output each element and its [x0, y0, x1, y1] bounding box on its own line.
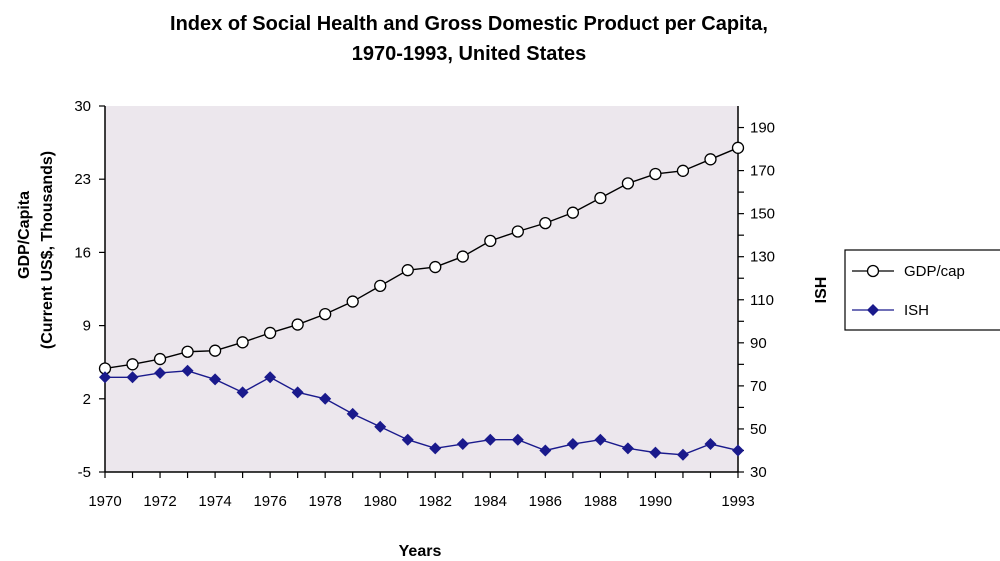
- x-tick-label: 1993: [721, 493, 754, 510]
- legend-gdp-marker: [866, 264, 880, 278]
- chart-title-line2: 1970-1993, United States: [352, 43, 587, 65]
- y-right-tick-label: 190: [750, 120, 775, 137]
- ish-point: [676, 448, 689, 461]
- gdp-cap-point: [456, 250, 469, 263]
- y-left-tick-label: 23: [74, 171, 91, 188]
- legend: GDP/cap ISH: [844, 249, 1000, 331]
- ish-point: [209, 373, 222, 386]
- plot-area: [105, 106, 738, 472]
- gdp-cap-point: [539, 216, 552, 230]
- x-axis: 1970 1972 1974 1976 1978 1980 1982 1984 1986 1988…: [88, 472, 755, 510]
- ish-point: [566, 438, 579, 451]
- x-axis-label: Years: [399, 543, 442, 560]
- gdp-cap-point: [731, 141, 745, 154]
- y-axis-right-label: ISH: [813, 277, 830, 304]
- gdp-cap-point: [484, 234, 497, 248]
- y-left-tick-label: 30: [74, 98, 91, 115]
- ish-point: [346, 407, 359, 420]
- y-axis-left: 30 23 16 9 2 -5: [74, 98, 105, 481]
- gdp-cap-point: [374, 279, 387, 293]
- gdp-cap-point: [263, 326, 277, 340]
- x-tick-label: 1976: [253, 493, 286, 510]
- gdp-cap-point: [181, 345, 194, 358]
- y-right-tick-label: 70: [750, 378, 767, 395]
- ish-point: [511, 433, 524, 446]
- gdp-cap-point: [319, 307, 332, 321]
- gdp-cap-point: [704, 153, 717, 166]
- y-left-tick-label: 16: [74, 244, 91, 261]
- gdp-cap-point: [676, 164, 690, 177]
- y-left-tick-label: 9: [83, 318, 91, 335]
- y-axis-left-label-line1: GDP/Capita: [16, 191, 33, 279]
- ish-point: [484, 433, 497, 446]
- y-left-tick-label: -5: [78, 464, 91, 481]
- gdp-cap-point: [621, 177, 635, 190]
- ish-point: [154, 366, 167, 379]
- y-axis-right: 190 170 150 130 110 90 70 50 30: [738, 120, 775, 481]
- series-ish: [99, 364, 744, 461]
- ish-point: [456, 438, 469, 451]
- y-right-tick-label: 130: [750, 249, 775, 266]
- ish-point: [181, 364, 194, 377]
- ish-point: [594, 433, 607, 446]
- legend-gdp-label: GDP/cap: [904, 263, 965, 280]
- gdp-cap-point: [236, 336, 249, 349]
- gdp-cap-point: [594, 191, 607, 205]
- gdp-cap-point: [346, 295, 359, 308]
- chart-title-line1: Index of Social Health and Gross Domesti…: [170, 13, 768, 35]
- y-axis-left-label-line2: (Current US$, Thousands): [39, 151, 56, 349]
- gdp-cap-point: [208, 344, 222, 357]
- gdp-cap-point: [511, 225, 524, 238]
- ish-point: [319, 392, 332, 405]
- x-tick-label: 1990: [639, 493, 672, 510]
- gdp-cap-point: [566, 206, 580, 219]
- ish-point: [401, 433, 414, 446]
- x-tick-label: 1972: [143, 493, 176, 510]
- x-tick-label: 1980: [364, 493, 397, 510]
- ish-point: [649, 446, 662, 459]
- ish-point: [732, 444, 744, 457]
- y-right-tick-label: 50: [750, 421, 767, 438]
- y-left-tick-label: 2: [83, 391, 91, 408]
- ish-point: [99, 371, 111, 384]
- x-tick-label: 1986: [529, 493, 562, 510]
- gdp-cap-point: [153, 352, 167, 366]
- y-right-tick-label: 150: [750, 206, 775, 223]
- gdp-cap-point: [649, 167, 662, 181]
- ish-point: [291, 386, 304, 399]
- gdp-cap-point: [401, 264, 414, 277]
- ish-point: [539, 444, 552, 457]
- legend-ish-label: ISH: [904, 302, 929, 319]
- gdp-cap-point: [126, 358, 139, 371]
- y-right-tick-label: 170: [750, 163, 775, 180]
- ish-point: [126, 371, 139, 384]
- ish-point: [704, 438, 717, 451]
- x-tick-label: 1988: [584, 493, 617, 510]
- series-gdp-cap: [98, 141, 745, 375]
- legend-ish-marker: [867, 304, 879, 316]
- ish-point: [621, 442, 634, 455]
- y-right-tick-label: 110: [750, 292, 774, 309]
- ish-point: [429, 442, 442, 455]
- x-tick-label: 1984: [474, 493, 507, 510]
- y-right-tick-label: 30: [750, 464, 767, 481]
- x-tick-label: 1978: [308, 493, 341, 510]
- y-right-tick-label: 90: [750, 335, 767, 352]
- gdp-cap-point: [291, 318, 304, 331]
- x-tick-label: 1970: [88, 493, 121, 510]
- x-tick-label: 1974: [198, 493, 231, 510]
- ish-point: [374, 420, 387, 433]
- ish-point: [236, 386, 249, 399]
- x-tick-label: 1982: [419, 493, 452, 510]
- gdp-cap-point: [429, 260, 442, 274]
- legend-box: [844, 249, 1000, 331]
- ish-point: [264, 371, 277, 384]
